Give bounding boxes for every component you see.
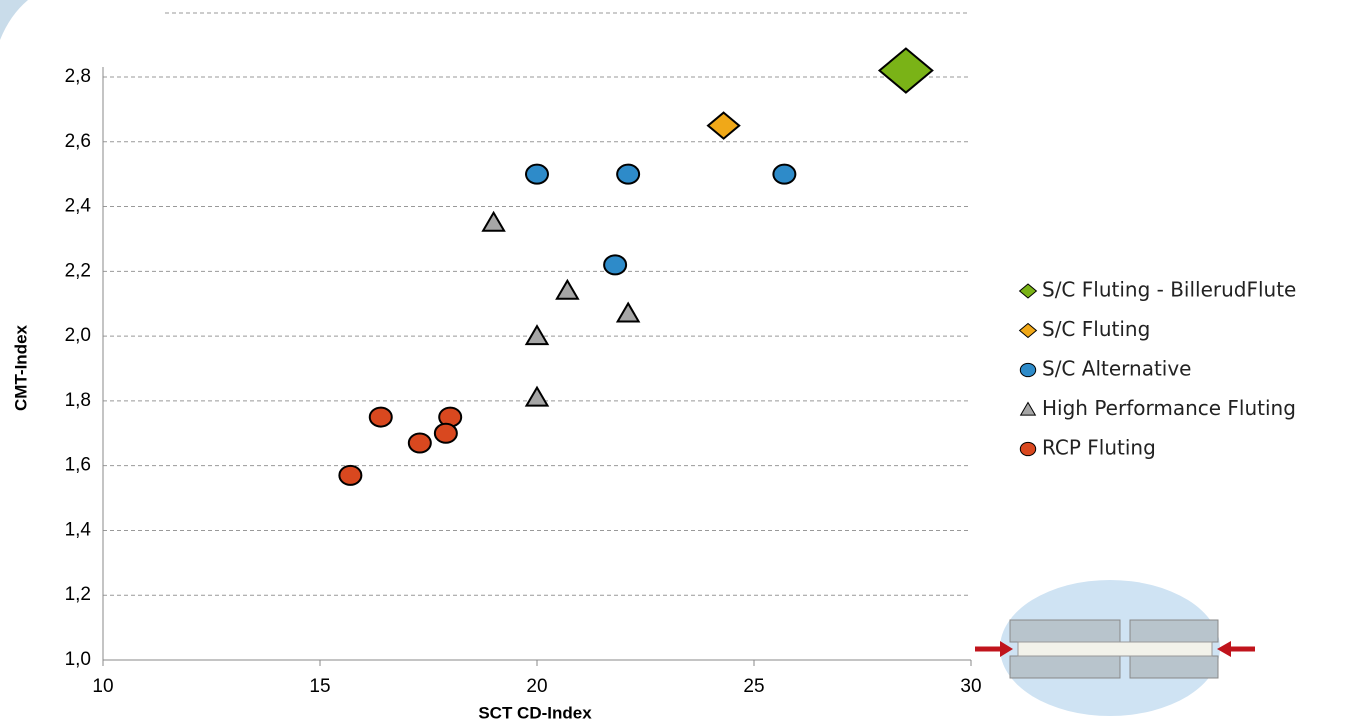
x-tick-label: 20 [526, 676, 547, 697]
illustration [975, 580, 1255, 716]
data-point [407, 432, 432, 454]
data-point [603, 254, 628, 276]
x-tick-label: 10 [92, 676, 113, 697]
y-tick-label: 1,6 [65, 455, 91, 476]
legend-marker [1019, 362, 1037, 378]
y-tick-label: 1,2 [65, 584, 91, 605]
legend-marker [1019, 401, 1037, 416]
legend-label: S/C Alternative [1042, 357, 1191, 381]
x-tick-label: 30 [960, 676, 981, 697]
data-point [615, 301, 641, 323]
data-point [555, 278, 580, 300]
data-point [525, 163, 549, 185]
y-tick-label: 2,2 [65, 260, 91, 281]
legend: S/C Fluting - BillerudFlute S/C Fluting S/… [1018, 278, 1296, 460]
x-tick-label: 25 [743, 676, 764, 697]
legend-label: High Performance Fluting [1042, 396, 1296, 420]
data-point [616, 163, 641, 185]
x-axis-title: SCT CD-Index [478, 703, 592, 722]
y-tick-label: 1,8 [65, 390, 91, 411]
data-point [368, 406, 393, 428]
data-point [877, 47, 934, 94]
y-tick-label: 1,4 [65, 519, 92, 540]
corner-decoration [0, 0, 28, 40]
legend-marker [1018, 322, 1038, 339]
y-tick-label: 2,4 [65, 196, 92, 217]
legend-marker [1019, 441, 1037, 457]
legend-label: S/C Fluting - BillerudFlute [1042, 278, 1296, 302]
data-point [524, 385, 550, 407]
legend-label: RCP Fluting [1042, 436, 1156, 460]
y-axis-title: CMT-Index [11, 324, 30, 410]
data-point [706, 111, 741, 140]
legend-marker [1018, 283, 1038, 299]
data-point [338, 464, 363, 486]
legend-label: S/C Fluting [1042, 317, 1150, 341]
x-tick-label: 15 [309, 676, 330, 697]
y-tick-label: 1,0 [65, 649, 91, 670]
y-tick-label: 2,8 [65, 66, 91, 87]
y-tick-label: 2,0 [65, 325, 91, 346]
data-point [772, 163, 797, 185]
data-point [481, 210, 506, 232]
data-point [433, 422, 458, 444]
y-tick-label: 2,6 [65, 131, 91, 152]
plot-area: 1,0 1,2 1,4 1,6 1,8 2,0 2,2 2,4 2,6 2,8 10 15 20 25 30 [65, 47, 982, 697]
data-point [524, 324, 550, 346]
